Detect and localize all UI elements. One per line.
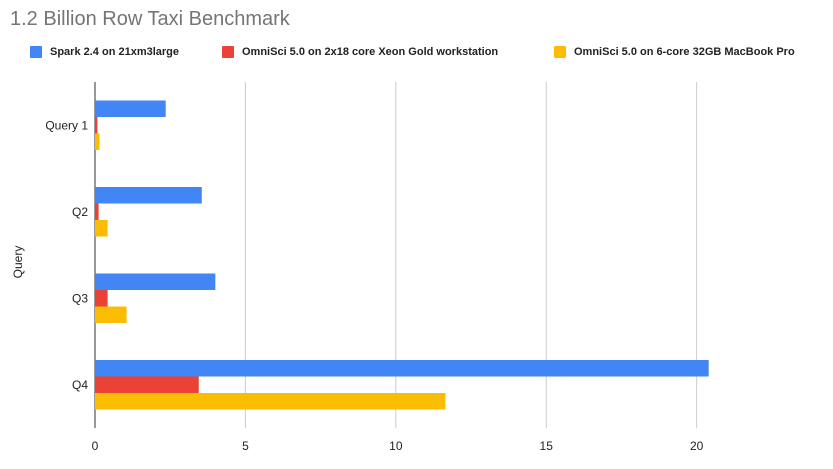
legend-label-spark: Spark 2.4 on 21xm3large xyxy=(50,46,180,58)
bar-3-series-1[interactable] xyxy=(95,376,199,394)
bar-0-series-2[interactable] xyxy=(95,133,100,151)
legend: Spark 2.4 on 21xm3large OmniSci 5.0 on 2… xyxy=(30,44,830,60)
legend-swatch-omnisci-macbook xyxy=(554,46,566,58)
category-label-2: Q3 xyxy=(72,291,88,305)
bar-1-series-0[interactable] xyxy=(95,187,202,204)
x-tick-label-20: 20 xyxy=(690,439,704,453)
x-tick-label-15: 15 xyxy=(540,439,554,453)
bar-0-series-1[interactable] xyxy=(95,117,98,134)
legend-label-omnisci-xeon: OmniSci 5.0 on 2x18 core Xeon Gold works… xyxy=(242,46,499,58)
bar-2-series-1[interactable] xyxy=(95,290,108,307)
bar-1-series-2[interactable] xyxy=(95,220,108,237)
label-layer: 0 5 10 15 20 Query 1 Q2 Q3 Q4 xyxy=(45,118,703,453)
bar-0-series-0[interactable] xyxy=(95,100,166,118)
category-label-3: Q4 xyxy=(72,378,88,392)
category-label-1: Q2 xyxy=(72,205,88,219)
category-label-0: Query 1 xyxy=(45,118,88,132)
bar-layer xyxy=(95,100,709,410)
legend-swatch-spark xyxy=(30,46,42,58)
bar-3-series-2[interactable] xyxy=(95,393,446,410)
chart-title: 1.2 Billion Row Taxi Benchmark xyxy=(10,8,290,30)
legend-label-omnisci-macbook: OmniSci 5.0 on 6-core 32GB MacBook Pro xyxy=(574,46,795,58)
x-tick-label-10: 10 xyxy=(389,439,403,453)
legend-item-omnisci-xeon[interactable]: OmniSci 5.0 on 2x18 core Xeon Gold works… xyxy=(222,44,498,60)
x-tick-label-0: 0 xyxy=(92,439,99,453)
bar-1-series-1[interactable] xyxy=(95,203,99,221)
bar-2-series-2[interactable] xyxy=(95,306,127,324)
legend-swatch-omnisci-xeon xyxy=(222,46,234,58)
legend-item-spark[interactable]: Spark 2.4 on 21xm3large xyxy=(30,44,179,60)
y-axis-label: Query xyxy=(11,246,25,279)
bar-3-series-0[interactable] xyxy=(95,360,709,377)
bar-2-series-0[interactable] xyxy=(95,273,216,291)
x-tick-label-5: 5 xyxy=(242,439,249,453)
legend-item-omnisci-macbook[interactable]: OmniSci 5.0 on 6-core 32GB MacBook Pro xyxy=(554,44,795,60)
